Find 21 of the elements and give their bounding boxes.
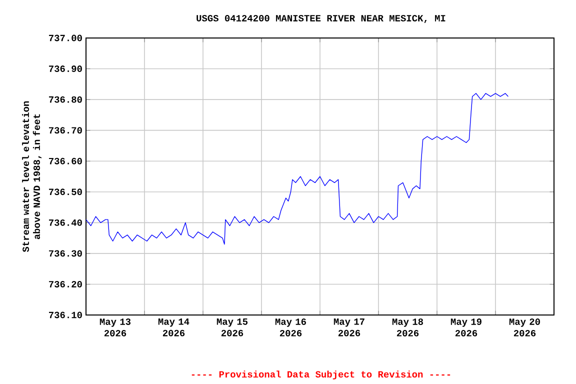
y-tick-label: 736.20: [49, 281, 82, 288]
text: ---- Provisional Data Subject to Revision ----: [192, 370, 450, 380]
y-tick-label: 736.90: [49, 66, 82, 72]
y-tick-label: 736.50: [49, 188, 82, 196]
y-tick-label: 736.70: [49, 127, 82, 134]
x-tick-label: May 20 2026: [509, 318, 540, 336]
y-tick-label: 737.00: [49, 34, 82, 42]
y-tick-label: 736.30: [49, 250, 82, 257]
x-tick-label: May 13 2026: [100, 318, 131, 336]
x-tick-label: May 18 2026: [392, 318, 424, 336]
y-tick-label: 736.60: [49, 158, 82, 164]
x-tick-label: May 15 2026: [216, 318, 248, 336]
x-tick-label: May 17 2026: [334, 318, 364, 336]
y-tick-label: 736.80: [49, 96, 82, 103]
x-tick-label: May 19 2026: [450, 318, 482, 336]
x-tick-label: May 16 2026: [275, 318, 306, 336]
chart-title: USGS 04124200 MANISTEE RIVER NEAR MESICK, MI: [196, 14, 446, 23]
y-axis-title: Stream water level elevation above NAVD 1988, in feet: [22, 101, 42, 252]
x-tick-label: May 14 2026: [158, 318, 190, 336]
y-tick-label: 736.10: [49, 312, 82, 318]
y-tick-label: 736.40: [49, 219, 82, 226]
